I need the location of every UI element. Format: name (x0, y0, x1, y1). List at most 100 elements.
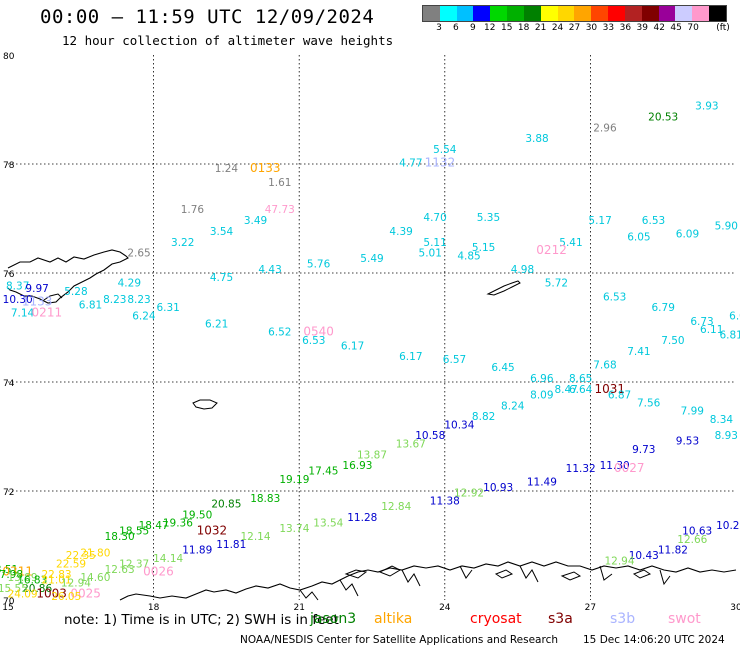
wave-height-value: 21.01 (42, 575, 72, 587)
wave-height-value: 5.35 (477, 212, 500, 224)
legend-tick-label: 27 (568, 23, 581, 33)
wave-height-value: 6.21 (205, 319, 228, 331)
wave-height-value: 6.05 (627, 231, 650, 243)
wave-height-value: 4.77 (399, 158, 422, 170)
wave-height-value: 6.24 (132, 310, 156, 322)
wave-height-value: 14.60 (80, 572, 110, 584)
wave-height-value: 9.73 (632, 444, 655, 456)
generated-time: 15 Dec 14:06:20 UTC 2024 (583, 634, 725, 646)
wave-height-value: 12.66 (677, 534, 707, 546)
wave-height-value: 47.73 (265, 204, 295, 216)
wave-height-value: 4.85 (457, 250, 480, 262)
legend-tick-label: 24 (551, 23, 564, 33)
wave-height-value: 9.97 (25, 283, 48, 295)
wave-height-value: 8.09 (530, 389, 553, 401)
wave-height-value: 8.23 (103, 294, 126, 306)
longitude-label: 18 (148, 603, 160, 613)
wave-height-value: 7.68 (593, 359, 616, 371)
svalbard-coast (7, 249, 129, 304)
wave-height-value: 6.17 (341, 340, 364, 352)
norway-fjords (299, 565, 671, 601)
legend-swatch (591, 6, 609, 21)
latitude-label: 72 (3, 488, 14, 498)
wave-height-value: 8.34 (710, 414, 734, 426)
legend-swatch (574, 6, 592, 21)
wave-height-value: 11.32 (566, 463, 596, 475)
wave-height-value: 6.11 (700, 324, 723, 336)
wave-height-value: 5.41 (559, 237, 582, 249)
wave-height-value: 19.36 (163, 517, 193, 529)
wave-height-value: 6.96 (530, 373, 554, 385)
legend-swatch (473, 6, 491, 21)
wave-height-value: 3.22 (171, 237, 194, 249)
wave-height-value: 11.81 (216, 539, 246, 551)
satellite-cryosat: cryosat (470, 611, 522, 627)
wave-height-value: 5.15 (472, 242, 495, 254)
legend-swatch (709, 6, 726, 21)
wave-height-value: 8.93 (715, 430, 738, 442)
wave-height-value: 18.83 (250, 493, 280, 505)
wave-height-value: 6.09 (676, 229, 699, 241)
wave-height-value: 1.76 (181, 204, 205, 216)
wave-height-value: 6.31 (156, 302, 179, 314)
latitude-label: 76 (3, 270, 15, 280)
wave-height-value: 11.30 (600, 460, 630, 472)
legend-swatch (456, 6, 474, 21)
wave-height-value: 13.54 (313, 517, 343, 529)
wave-height-value: 17.98 (0, 569, 23, 581)
wave-height-value: 12.63 (105, 564, 135, 576)
wave-height-value: 20.85 (211, 498, 241, 510)
latitude-label: 80 (3, 52, 15, 62)
legend-tick-label: 3 (436, 23, 442, 33)
track-time-label: 0311 (2, 564, 33, 578)
legend-swatch (641, 6, 659, 21)
wave-height-value: 16.93 (342, 460, 372, 472)
wave-height-value: 19.50 (182, 509, 212, 521)
legend-swatch (490, 6, 508, 21)
wave-height-value: 4.98 (511, 264, 534, 276)
wave-height-value: 1.61 (268, 177, 291, 189)
wave-height-value: 10.26 (716, 520, 740, 532)
wave-height-value: 10.43 (629, 550, 659, 562)
wave-height-value: 3.49 (244, 215, 267, 227)
wave-height-value: 18.55 (119, 526, 149, 538)
legend-swatch (507, 6, 524, 21)
wave-height-value: 26.05 (51, 591, 81, 603)
wave-height-value: 10.63 (682, 526, 712, 538)
wave-height-value: 5.28 (64, 286, 87, 298)
wave-height-value: 11.89 (182, 545, 212, 557)
footer-note: note: 1) Time is in UTC; 2) SWH is in fe… (64, 612, 339, 628)
wave-height-value: 8.23 (127, 294, 150, 306)
wave-height-value: 6.53 (603, 291, 626, 303)
legend-swatch (523, 6, 541, 21)
legend-labels: 3 6 9 12 15 18 21 24 27 30 33 36 39 42 45 70 (ft) (422, 22, 730, 34)
wave-height-value: 6.52 (268, 327, 291, 339)
wave-height-value: 21.80 (80, 547, 110, 559)
latitude-label: 70 (3, 597, 15, 607)
wave-height-value: 6.64 (569, 384, 593, 396)
wave-height-value: 4.70 (423, 212, 446, 224)
legend-swatch (658, 6, 676, 21)
track-time-label: 1032 (197, 524, 228, 538)
wave-height-value: 13.87 (357, 449, 387, 461)
longitude-label: 21 (293, 603, 304, 613)
satellite-jason3: jason3 (310, 611, 357, 627)
latitude-label: 74 (3, 379, 15, 389)
norway-coast (119, 561, 737, 601)
legend-tick-label: 18 (517, 23, 530, 33)
legend-color-bar (422, 5, 727, 22)
color-legend: 3 6 9 12 15 18 21 24 27 30 33 36 39 42 45 70 (ft) (422, 5, 730, 34)
satellite-altika: altika (374, 611, 413, 627)
wave-height-value: 6.57 (443, 354, 466, 366)
legend-tick-label: 45 (670, 23, 682, 33)
wave-height-value: 3.54 (210, 226, 234, 238)
wave-height-value: 1.24 (215, 163, 239, 175)
wave-height-value: 20.53 (648, 111, 678, 123)
legend-swatch (675, 6, 693, 21)
wave-height-value: 22.59 (56, 558, 86, 570)
legend-swatch (540, 6, 558, 21)
wave-height-value: 9.53 (676, 436, 699, 448)
legend-swatch (692, 6, 710, 21)
